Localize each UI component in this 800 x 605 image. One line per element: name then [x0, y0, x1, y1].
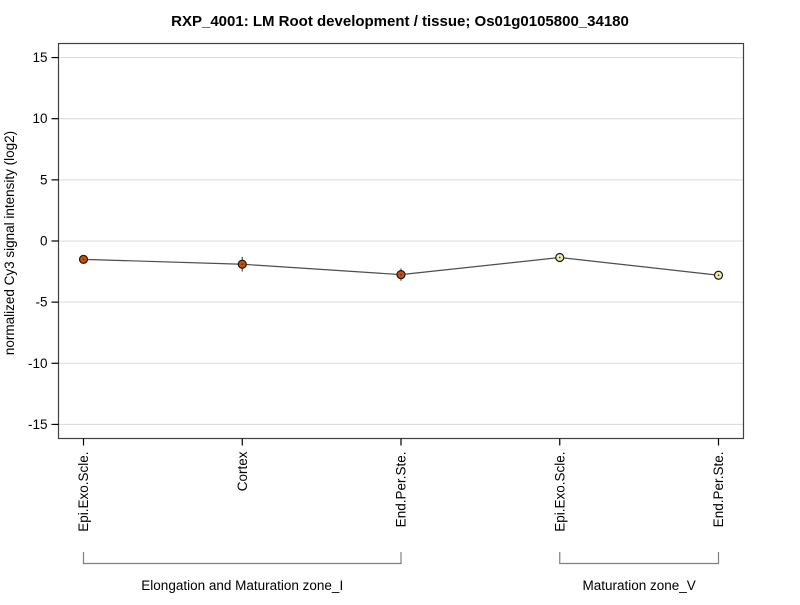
group-label: Maturation zone_V — [582, 578, 695, 593]
group-bracket — [559, 552, 720, 565]
data-point-center-dot — [558, 256, 561, 259]
plot-area: -15 -10 -5 0 5 10 15 Epi.Exo.Scle. Cortex End.Per… — [28, 42, 745, 593]
y-tick-label: -5 — [35, 295, 47, 310]
x-tick-label: Epi.Exo.Scle. — [76, 452, 91, 532]
chart-title: RXP_4001: LM Root development / tissue; … — [171, 13, 629, 30]
y-tick-label: 15 — [32, 50, 47, 65]
y-tick-label: -10 — [28, 356, 48, 371]
y-axis-label: normalized Cy3 signal intensity (log2) — [2, 131, 17, 355]
group-label: Elongation and Maturation zone_I — [141, 578, 343, 593]
data-point-center-dot — [400, 273, 402, 276]
y-tick-label: 10 — [32, 111, 47, 126]
data-point-center-dot — [82, 258, 85, 261]
y-tick-label: 0 — [40, 234, 48, 249]
data-point-center-dot — [241, 263, 244, 266]
y-tick-label: 5 — [40, 172, 48, 187]
group-bracket — [82, 552, 402, 565]
x-tick-label: End.Per.Ste. — [394, 452, 409, 528]
data-point-center-dot — [717, 274, 720, 277]
x-tick-label: Epi.Exo.Scle. — [552, 452, 567, 532]
x-tick-label: End.Per.Ste. — [711, 452, 726, 528]
y-tick-label: -15 — [28, 417, 48, 432]
x-tick-label: Cortex — [235, 451, 250, 491]
